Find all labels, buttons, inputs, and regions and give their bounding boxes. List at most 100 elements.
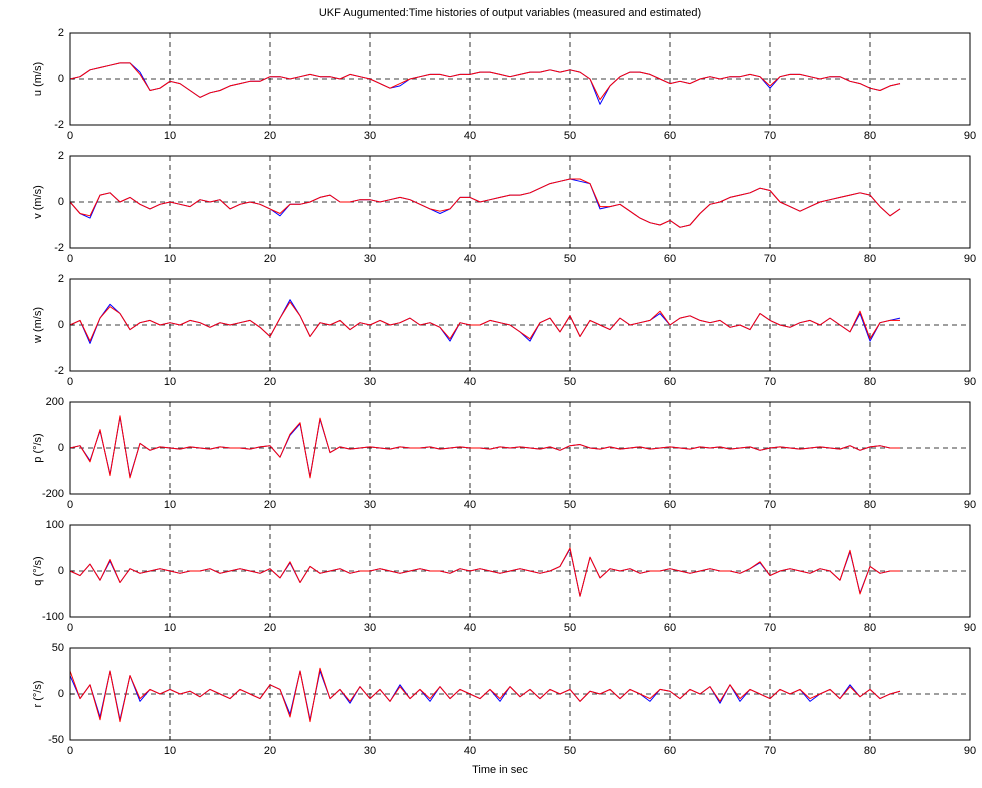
y-tick-label: -100 xyxy=(42,611,64,623)
x-tick-label: 50 xyxy=(564,745,576,757)
x-tick-label: 0 xyxy=(67,499,73,511)
x-tick-label: 20 xyxy=(264,130,276,142)
x-tick-label: 30 xyxy=(364,745,376,757)
x-tick-label: 30 xyxy=(364,499,376,511)
x-tick-label: 10 xyxy=(164,376,176,388)
y-tick-label: -2 xyxy=(54,242,64,254)
x-tick-label: 60 xyxy=(664,745,676,757)
plot-frame xyxy=(69,32,971,126)
x-tick-label: 80 xyxy=(864,253,876,265)
data-line xyxy=(69,547,900,597)
data-line xyxy=(69,62,901,101)
x-tick-label: 20 xyxy=(264,499,276,511)
x-tick-label: 90 xyxy=(964,376,976,388)
y-tick-label: 0 xyxy=(58,73,64,85)
x-tick-label: 0 xyxy=(67,745,73,757)
y-tick-label: 2 xyxy=(58,27,64,39)
x-tick-label: 40 xyxy=(464,499,476,511)
x-tick-label: 20 xyxy=(264,622,276,634)
x-tick-label: 70 xyxy=(764,253,776,265)
x-tick-label: 40 xyxy=(464,622,476,634)
x-tick-label: 40 xyxy=(464,130,476,142)
y-tick-label: 50 xyxy=(52,642,64,654)
x-tick-label: 30 xyxy=(364,376,376,388)
x-tick-label: 70 xyxy=(764,622,776,634)
y-axis-label: q (°/s) xyxy=(32,556,44,585)
y-axis-label: w (m/s) xyxy=(32,307,44,344)
x-tick-label: 10 xyxy=(164,745,176,757)
x-tick-label: 60 xyxy=(664,130,676,142)
x-tick-label: 90 xyxy=(964,253,976,265)
x-tick-label: 90 xyxy=(964,745,976,757)
x-tick-label: 40 xyxy=(464,745,476,757)
y-axis-label: u (m/s) xyxy=(32,62,44,96)
x-tick-label: 70 xyxy=(764,376,776,388)
data-line xyxy=(69,415,900,479)
data-line xyxy=(69,178,901,228)
x-tick-label: 80 xyxy=(864,130,876,142)
x-tick-label: 20 xyxy=(264,253,276,265)
y-tick-label: 0 xyxy=(58,688,64,700)
y-tick-label: 0 xyxy=(58,196,64,208)
x-tick-label: 10 xyxy=(164,622,176,634)
x-tick-label: 10 xyxy=(164,253,176,265)
x-tick-label: 0 xyxy=(67,130,73,142)
x-tick-label: 90 xyxy=(964,622,976,634)
plot-frame xyxy=(69,155,971,249)
x-tick-label: 50 xyxy=(564,622,576,634)
y-tick-label: 0 xyxy=(58,442,64,454)
x-tick-label: 20 xyxy=(264,745,276,757)
plot-frame xyxy=(69,524,971,618)
x-tick-label: 70 xyxy=(764,745,776,757)
x-tick-label: 0 xyxy=(67,253,73,265)
x-tick-label: 10 xyxy=(164,130,176,142)
y-tick-label: -2 xyxy=(54,365,64,377)
x-tick-label: 40 xyxy=(464,376,476,388)
x-tick-label: 50 xyxy=(564,499,576,511)
x-tick-label: 60 xyxy=(664,253,676,265)
y-tick-label: -200 xyxy=(42,488,64,500)
y-tick-label: 0 xyxy=(58,319,64,331)
x-tick-label: 60 xyxy=(664,499,676,511)
plot-frame xyxy=(69,401,971,495)
y-tick-label: -50 xyxy=(48,734,64,746)
y-tick-label: 0 xyxy=(58,565,64,577)
y-tick-label: 100 xyxy=(46,519,64,531)
x-tick-label: 50 xyxy=(564,130,576,142)
x-tick-label: 90 xyxy=(964,130,976,142)
x-tick-label: 60 xyxy=(664,622,676,634)
y-tick-label: 2 xyxy=(58,150,64,162)
y-axis-label: p (°/s) xyxy=(32,433,44,462)
x-tick-label: 0 xyxy=(67,376,73,388)
y-axis-label: v (m/s) xyxy=(32,185,44,219)
y-tick-label: 200 xyxy=(46,396,64,408)
x-tick-label: 70 xyxy=(764,130,776,142)
x-tick-label: 10 xyxy=(164,499,176,511)
x-tick-label: 20 xyxy=(264,376,276,388)
x-tick-label: 50 xyxy=(564,376,576,388)
x-tick-label: 50 xyxy=(564,253,576,265)
x-tick-label: 0 xyxy=(67,622,73,634)
x-tick-label: 40 xyxy=(464,253,476,265)
x-tick-label: 80 xyxy=(864,622,876,634)
x-tick-label: 90 xyxy=(964,499,976,511)
chart-title: UKF Augumented:Time histories of output … xyxy=(319,7,701,19)
x-tick-label: 30 xyxy=(364,622,376,634)
x-tick-label: 60 xyxy=(664,376,676,388)
y-axis-label: r (°/s) xyxy=(32,680,44,707)
data-line xyxy=(69,667,901,723)
x-tick-label: 30 xyxy=(364,130,376,142)
plot-frame xyxy=(69,647,971,741)
x-tick-label: 30 xyxy=(364,253,376,265)
y-tick-label: 2 xyxy=(58,273,64,285)
x-tick-label: 80 xyxy=(864,745,876,757)
x-axis-label: Time in sec xyxy=(472,764,528,776)
x-tick-label: 80 xyxy=(864,499,876,511)
plot-frame xyxy=(69,278,971,372)
x-tick-label: 80 xyxy=(864,376,876,388)
x-tick-label: 70 xyxy=(764,499,776,511)
y-tick-label: -2 xyxy=(54,119,64,131)
data-line xyxy=(69,301,900,342)
